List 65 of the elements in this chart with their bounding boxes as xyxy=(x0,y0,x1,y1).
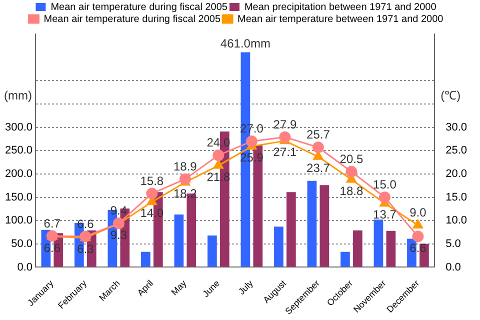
y2-axis-title: (℃) xyxy=(440,88,461,102)
bar xyxy=(208,236,217,267)
legend-label: Mean precipitation between 1971 and 2000 xyxy=(244,2,437,13)
point xyxy=(213,160,224,169)
data-label: 6.6 xyxy=(410,240,427,255)
y2-tick-label: 25.0 xyxy=(446,144,468,157)
bar xyxy=(386,230,396,267)
data-label: 6.6 xyxy=(77,216,94,231)
data-label: 6.6 xyxy=(44,240,61,255)
y-tick-label: 300.0 xyxy=(4,121,33,134)
point xyxy=(378,192,390,204)
data-label: 6.7 xyxy=(44,216,61,230)
data-label: 25.7 xyxy=(306,128,330,142)
data-label: 9.4 xyxy=(110,204,128,218)
point xyxy=(146,188,158,200)
y-tick-label: 150.0 xyxy=(4,191,33,204)
point xyxy=(346,166,358,178)
bar xyxy=(274,226,284,267)
bar xyxy=(307,180,317,267)
data-label: 13.7 xyxy=(373,208,397,222)
y2-tick-label: 0.0 xyxy=(446,261,461,274)
x-tick-label: May xyxy=(169,278,189,298)
y2-tick-label: 15.0 xyxy=(446,191,468,204)
legend-label: Mean air temperature during fiscal 2005 xyxy=(44,14,221,25)
point xyxy=(246,136,258,148)
bar xyxy=(320,185,330,267)
legend-label: Mean air temperature during fiscal 2005 xyxy=(50,2,228,13)
x-tick-label: July xyxy=(236,278,256,297)
data-label: 20.5 xyxy=(340,152,364,166)
data-label: 25.9 xyxy=(240,150,264,165)
y-axis-title: (mm) xyxy=(4,88,32,102)
y2-tick-label: 5.0 xyxy=(446,238,461,250)
point xyxy=(212,150,224,162)
bar xyxy=(340,252,350,267)
data-label: 23.7 xyxy=(306,160,330,175)
data-label: 15.0 xyxy=(373,178,397,192)
bar xyxy=(286,192,296,267)
data-label: 18.8 xyxy=(340,184,364,198)
data-label: 9.3 xyxy=(110,228,128,242)
data-label: 9.0 xyxy=(410,206,427,220)
point xyxy=(279,131,291,143)
data-label: 27.1 xyxy=(273,145,297,160)
y2-tick-label: 10.0 xyxy=(446,214,468,227)
bar xyxy=(174,214,184,267)
point xyxy=(179,173,191,185)
y-tick-label: 50.0 xyxy=(11,238,33,250)
bar xyxy=(374,220,384,267)
point xyxy=(412,230,424,242)
y-tick-label: 0.0 xyxy=(17,261,33,274)
data-label: 6.3 xyxy=(77,242,94,256)
bar xyxy=(141,252,150,267)
bar xyxy=(353,230,362,267)
data-label: 27.9 xyxy=(273,117,297,132)
y2-tick-label: 30.0 xyxy=(446,121,468,134)
point xyxy=(312,142,324,154)
data-label: 15.8 xyxy=(140,174,164,188)
data-label: 461.0mm xyxy=(220,36,270,51)
point xyxy=(412,220,424,228)
y-tick-label: 250.0 xyxy=(4,144,33,157)
y-tick-label: 200.0 xyxy=(4,168,33,180)
data-label: 18.9 xyxy=(173,159,198,174)
y2-tick-label: 20.0 xyxy=(446,168,468,180)
legend-label: Mean air temperature between 1971 and 2000 xyxy=(238,14,444,25)
y-tick-label: 100.0 xyxy=(4,214,33,227)
data-label: 18.2 xyxy=(173,186,198,201)
